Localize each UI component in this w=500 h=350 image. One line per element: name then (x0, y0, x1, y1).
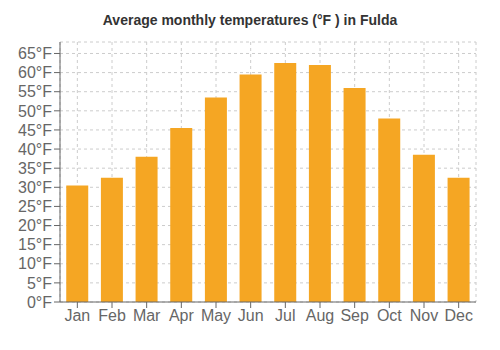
svg-text:15°F: 15°F (18, 236, 52, 253)
svg-text:60°F: 60°F (18, 64, 52, 81)
svg-text:May: May (201, 307, 231, 324)
svg-text:Feb: Feb (98, 307, 126, 324)
svg-text:25°F: 25°F (18, 198, 52, 215)
svg-text:55°F: 55°F (18, 83, 52, 100)
svg-text:Aug: Aug (306, 307, 334, 324)
svg-text:Jul: Jul (275, 307, 295, 324)
svg-text:40°F: 40°F (18, 141, 52, 158)
svg-text:Jun: Jun (238, 307, 264, 324)
html-text:Average monthly temperatures (: Average monthly temperatures (°F ) in Fu… (102, 12, 398, 28)
svg-text:Mar: Mar (133, 307, 161, 324)
svg-text:0°F: 0°F (27, 294, 52, 311)
svg-text:Sep: Sep (340, 307, 369, 324)
svg-text:10°F: 10°F (18, 255, 52, 272)
svg-text:Oct: Oct (377, 307, 402, 324)
svg-text:Nov: Nov (410, 307, 438, 324)
svg-text:50°F: 50°F (18, 103, 52, 120)
svg-text:35°F: 35°F (18, 160, 52, 177)
svg-text:Dec: Dec (444, 307, 472, 324)
svg-text:65°F: 65°F (18, 45, 52, 62)
svg-text:45°F: 45°F (18, 122, 52, 139)
svg-text:Apr: Apr (169, 307, 195, 324)
svg-text:20°F: 20°F (18, 217, 52, 234)
svg-text:Jan: Jan (64, 307, 90, 324)
svg-text:30°F: 30°F (18, 179, 52, 196)
svg-text:5°F: 5°F (27, 275, 52, 292)
